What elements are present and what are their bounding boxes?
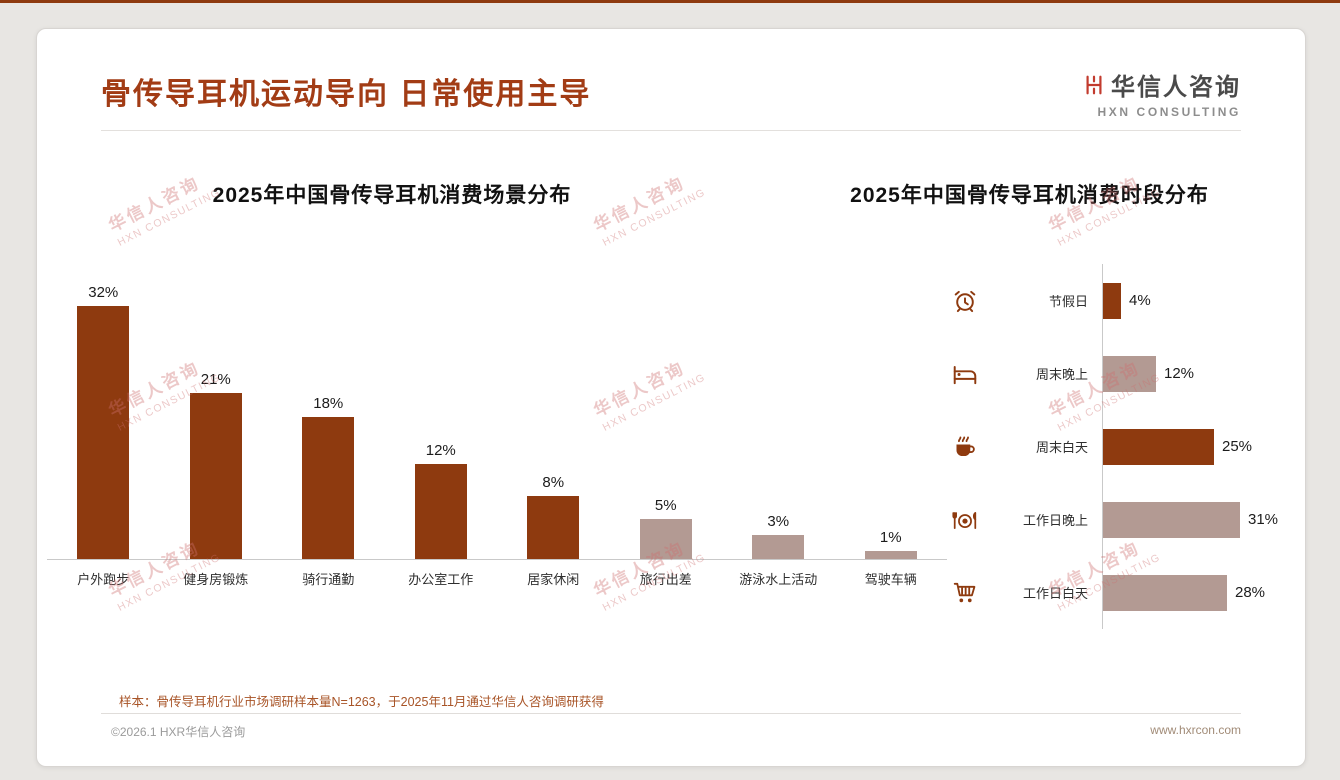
bar [77, 306, 130, 559]
bar-value-label: 32% [88, 284, 119, 301]
bar-column: 18% [272, 395, 385, 559]
bar-category-label: 工作日白天 [1022, 586, 1088, 601]
bar [1103, 355, 1156, 392]
bar-category-label: 骑行通勤 [302, 572, 355, 587]
footer-divider [101, 713, 1241, 714]
bar [1103, 282, 1121, 319]
bar-value-label: 21% [200, 371, 231, 388]
bar-category-label: 健身房锻炼 [183, 572, 249, 587]
bar-category-label: 节假日 [1048, 294, 1088, 309]
time-chart-row: 工作日白天 28% [952, 556, 1304, 629]
alarm-clock-icon [952, 288, 988, 314]
bar-value-label: 8% [542, 474, 565, 491]
bar-column: 5% [610, 497, 723, 559]
bar-value-label: 31% [1248, 511, 1279, 528]
time-chart-row: 工作日晚上 31% [952, 483, 1304, 556]
dining-plate-icon [952, 507, 988, 533]
bar-value-label: 1% [879, 529, 902, 546]
page-title: 骨传导耳机运动导向 日常使用主导 [101, 78, 592, 111]
shopping-cart-icon [952, 580, 988, 606]
time-chart: 节假日 4% 周末晚上 12% 周末白天 25% 工作日晚上 31% 工作日白天 28% [952, 264, 1304, 629]
bar-track: 12% [1102, 337, 1304, 410]
bar-value-label: 4% [1129, 292, 1151, 309]
bar-track: 25% [1102, 410, 1304, 483]
bar-value-label: 28% [1235, 584, 1266, 601]
sample-footnote: 样本：骨传导耳机行业市场调研样本量N=1263，于2025年11月通过华信人咨询… [119, 695, 604, 709]
website-url: www.hxrcon.com [1150, 723, 1241, 737]
bar [1103, 574, 1227, 611]
bar-column: 32% [47, 284, 160, 559]
bar-track: 4% [1102, 264, 1304, 337]
bar-column: 21% [160, 371, 273, 559]
scene-chart-title: 2025年中国骨传导耳机消费场景分布 [212, 184, 572, 207]
bar-value-label: 5% [654, 497, 677, 514]
bar [527, 496, 580, 559]
bar-category-label: 居家休闲 [527, 572, 580, 587]
bar [639, 519, 692, 559]
bar-value-label: 12% [1164, 365, 1195, 382]
time-chart-title: 2025年中国骨传导耳机消费时段分布 [850, 184, 1209, 207]
bar-value-label: 3% [767, 513, 790, 530]
bar-value-label: 18% [313, 395, 344, 412]
bar-column: 3% [722, 513, 835, 559]
scene-chart-labels: 户外跑步 健身房锻炼 骑行通勤 办公室工作 居家休闲 旅行出差 游泳水上活动 驾驶车辆 [47, 560, 947, 588]
time-chart-row: 周末晚上 12% [952, 337, 1304, 410]
bar-track: 31% [1102, 483, 1304, 556]
bar-category-label: 周末白天 [1035, 440, 1088, 455]
bar-category-label: 旅行出差 [639, 572, 692, 587]
scene-chart: 32% 21% 18% 12% 8% 5% 3% 1% 户外跑步 健身房锻炼 骑行通勤 办公室工作 居… [47, 279, 947, 588]
time-chart-row: 周末白天 25% [952, 410, 1304, 483]
brand-name-en: HXN CONSULTING [1097, 105, 1241, 119]
brand-name-cn: 华信人咨询 [1111, 74, 1241, 101]
hxn-logo-icon [1083, 74, 1105, 96]
bar-value-label: 12% [425, 442, 456, 459]
bar-column: 8% [497, 474, 610, 559]
bar [189, 393, 242, 559]
bar-column: 12% [385, 442, 498, 559]
time-chart-row: 节假日 4% [952, 264, 1304, 337]
copyright-text: ©2026.1 HXR华信人咨询 [111, 725, 246, 739]
bar-column: 1% [835, 529, 948, 559]
bar [1103, 428, 1214, 465]
slide: 骨传导耳机运动导向 日常使用主导 华信人咨询 HXN CONSULTING 20… [36, 28, 1306, 767]
bar [302, 417, 355, 559]
header-divider [101, 130, 1241, 131]
bar [752, 535, 805, 559]
bar [414, 464, 467, 559]
bar-category-label: 户外跑步 [77, 572, 130, 587]
brand-logo: 华信人咨询 HXN CONSULTING [1083, 67, 1241, 119]
bar-category-label: 办公室工作 [408, 572, 474, 587]
top-accent-bar [0, 0, 1340, 3]
bar-category-label: 游泳水上活动 [739, 572, 818, 587]
bar-category-label: 周末晚上 [1035, 367, 1088, 382]
coffee-cup-icon [952, 434, 988, 460]
bar-value-label: 25% [1222, 438, 1253, 455]
bed-icon [952, 361, 988, 387]
bar-track: 28% [1102, 556, 1304, 629]
bar [864, 551, 917, 559]
bar [1103, 501, 1240, 538]
bar-category-label: 工作日晚上 [1022, 513, 1088, 528]
scene-chart-bars: 32% 21% 18% 12% 8% 5% 3% 1% [47, 279, 947, 560]
bar-category-label: 驾驶车辆 [864, 572, 917, 587]
